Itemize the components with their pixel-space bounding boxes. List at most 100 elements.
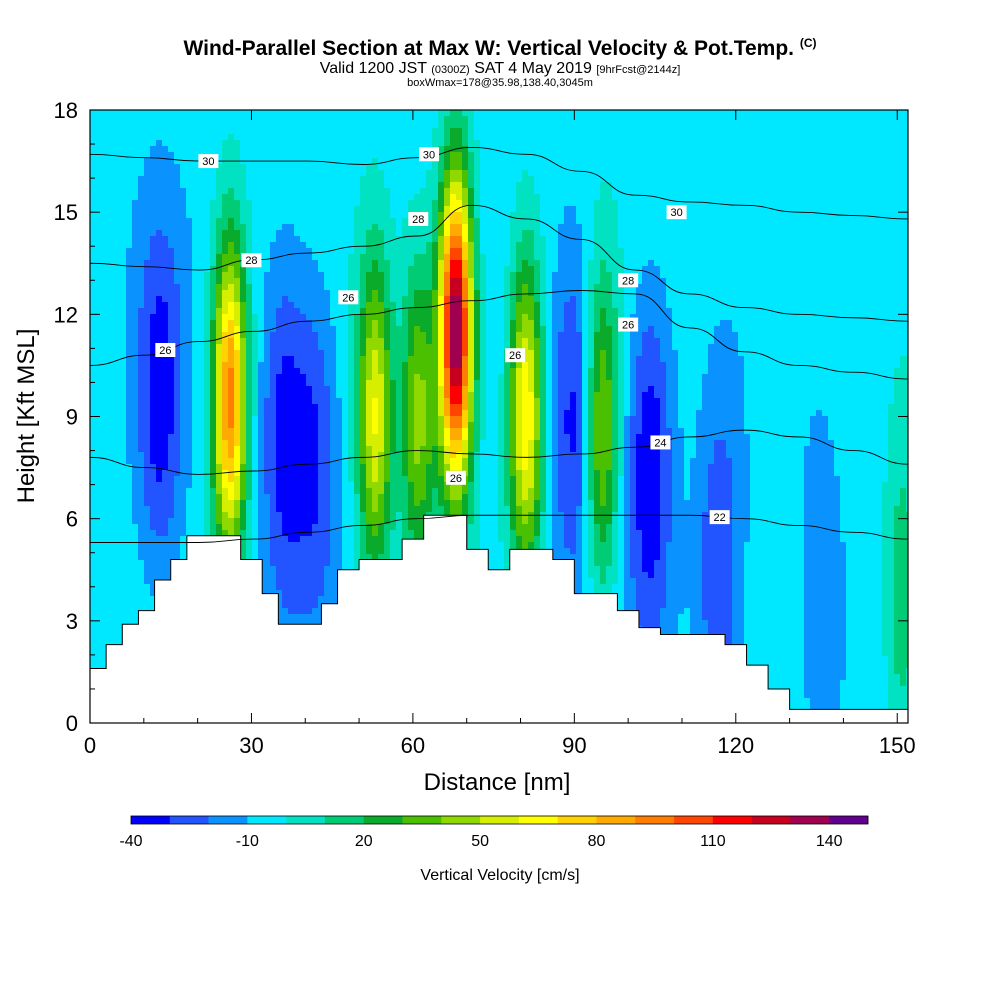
field-cell <box>102 278 109 285</box>
field-cell <box>492 152 499 159</box>
field-cell <box>480 164 487 171</box>
field-cell <box>222 242 229 249</box>
field-cell <box>810 152 817 159</box>
field-cell <box>276 164 283 171</box>
field-cell <box>870 212 877 219</box>
field-cell <box>684 182 691 189</box>
field-cell <box>828 182 835 189</box>
field-cell <box>426 242 433 249</box>
field-cell <box>852 308 859 315</box>
field-cell <box>690 110 697 117</box>
field-cell <box>756 116 763 123</box>
field-cell <box>468 284 475 291</box>
field-cell <box>114 326 121 333</box>
field-cell <box>366 170 373 177</box>
field-cell <box>558 266 565 273</box>
field-cell <box>594 146 601 153</box>
field-cell <box>246 116 253 123</box>
field-cell <box>168 296 175 303</box>
field-cell <box>276 188 283 195</box>
field-cell <box>318 140 325 147</box>
field-cell <box>588 278 595 285</box>
field-cell <box>300 242 307 249</box>
field-cell <box>576 272 583 279</box>
field-cell <box>666 254 673 261</box>
field-cell <box>564 164 571 171</box>
field-cell <box>450 188 457 195</box>
field-cell <box>486 272 493 279</box>
field-cell <box>726 122 733 129</box>
field-cell <box>714 284 721 291</box>
field-cell <box>558 110 565 117</box>
field-cell <box>366 116 373 123</box>
field-cell <box>240 302 247 309</box>
field-cell <box>462 116 469 123</box>
field-cell <box>126 176 133 183</box>
field-cell <box>108 242 115 249</box>
field-cell <box>666 290 673 297</box>
field-cell <box>546 116 553 123</box>
field-cell <box>264 242 271 249</box>
field-cell <box>168 158 175 165</box>
field-cell <box>522 320 529 327</box>
field-cell <box>762 260 769 267</box>
field-cell <box>300 290 307 297</box>
field-cell <box>600 110 607 117</box>
field-cell <box>258 302 265 309</box>
field-cell <box>252 302 259 309</box>
field-cell <box>606 284 613 291</box>
field-cell <box>150 278 157 285</box>
field-cell <box>546 128 553 135</box>
field-cell <box>372 200 379 207</box>
field-cell <box>522 272 529 279</box>
field-cell <box>816 110 823 117</box>
field-cell <box>408 128 415 135</box>
chart-subtitle: Valid 1200 JST (0300Z) SAT 4 May 2019 [9… <box>319 60 681 77</box>
field-cell <box>366 320 373 327</box>
field-cell <box>102 158 109 165</box>
field-cell <box>180 176 187 183</box>
field-cell <box>594 296 601 303</box>
field-cell <box>174 290 181 297</box>
field-cell <box>252 146 259 153</box>
field-cell <box>450 206 457 213</box>
field-cell <box>324 314 331 321</box>
field-cell <box>246 296 253 303</box>
field-cell <box>342 224 349 231</box>
field-cell <box>150 152 157 159</box>
field-cell <box>510 194 517 201</box>
field-cell <box>474 242 481 249</box>
field-cell <box>798 200 805 207</box>
field-cell <box>576 266 583 273</box>
field-cell <box>720 302 727 309</box>
field-cell <box>822 242 829 249</box>
field-cell <box>774 188 781 195</box>
field-cell <box>306 326 313 333</box>
field-cell <box>894 236 901 243</box>
field-cell <box>780 278 787 285</box>
field-cell <box>138 158 145 165</box>
field-cell <box>804 314 811 321</box>
field-cell <box>168 320 175 327</box>
field-cell <box>702 278 709 285</box>
field-cell <box>540 158 547 165</box>
field-cell <box>474 122 481 129</box>
field-cell <box>294 272 301 279</box>
field-cell <box>210 188 217 195</box>
field-cell <box>744 176 751 183</box>
field-cell <box>678 200 685 207</box>
field-cell <box>390 278 397 285</box>
field-cell <box>666 122 673 129</box>
field-cell <box>456 314 463 321</box>
field-cell <box>498 188 505 195</box>
field-cell <box>396 170 403 177</box>
field-cell <box>618 266 625 273</box>
field-cell <box>582 248 589 255</box>
field-cell <box>366 326 373 333</box>
field-cell <box>648 260 655 267</box>
field-cell <box>552 224 559 231</box>
field-cell <box>180 206 187 213</box>
field-cell <box>654 218 661 225</box>
field-cell <box>768 140 775 147</box>
